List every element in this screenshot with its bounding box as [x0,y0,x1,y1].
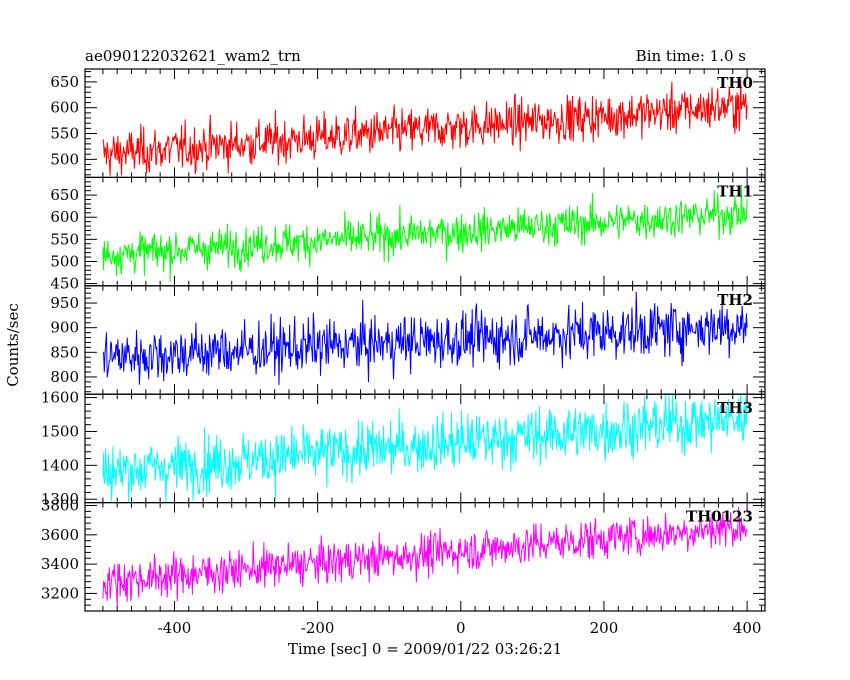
series-line-th3 [102,394,748,503]
y-tick-label: 3800 [41,497,79,515]
y-tick-label: 950 [50,294,79,312]
y-tick-label: 3400 [41,555,79,573]
x-axis-label: Time [sec] 0 = 2009/01/22 03:26:21 [288,640,562,658]
series-line-th0 [102,79,748,176]
y-tick-label: 1400 [41,456,79,474]
series-label-th0: TH0 [717,74,753,92]
y-tick-label: 550 [50,125,79,143]
y-tick-label: 850 [50,343,79,361]
x-tick-label: 0 [456,619,466,637]
x-tick-label: -400 [158,619,192,637]
chart-title: ae090122032621_wam2_trn [85,47,301,65]
y-tick-label: 900 [50,319,79,337]
series-line-th0123 [102,506,748,607]
panels-group: 500 550 600 650 TH0 450 500 550 600 650 TH1 800 850 9… [41,68,766,637]
y-tick-label: 1600 [41,389,79,407]
y-tick-label: 3200 [41,584,79,602]
series-label-th2: TH2 [717,291,753,309]
y-tick-label: 650 [50,186,79,204]
y-tick-label: 450 [50,275,79,293]
x-tick-label: -200 [301,619,335,637]
series-line-th2 [102,291,748,386]
series-line-th1 [102,187,748,282]
y-tick-label: 1500 [41,422,79,440]
y-axis-label: Counts/sec [4,303,22,387]
y-tick-label: 800 [50,368,79,386]
y-tick-label: 500 [50,150,79,168]
y-tick-label: 550 [50,230,79,248]
y-tick-label: 500 [50,252,79,270]
series-label-th3: TH3 [717,399,753,417]
y-tick-label: 600 [50,208,79,226]
y-tick-label: 600 [50,99,79,117]
bin-time-label: Bin time: 1.0 s [636,47,746,65]
panel-frame-th0123 [84,502,766,612]
y-tick-label: 3600 [41,526,79,544]
y-tick-label: 650 [50,73,79,91]
y-tick-label: 1300 [41,490,79,508]
series-label-th1: TH1 [717,182,753,200]
x-tick-label: 400 [733,619,762,637]
x-tick-label: 200 [590,619,619,637]
series-label-th0123: TH0123 [686,508,753,526]
